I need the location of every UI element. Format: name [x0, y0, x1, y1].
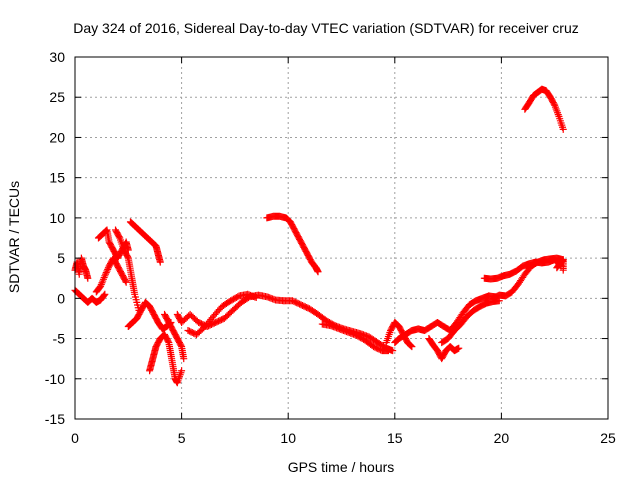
data-point	[84, 274, 92, 282]
data-point	[455, 344, 463, 352]
data-point	[559, 266, 567, 274]
data-point	[103, 267, 111, 275]
y-tick-label: 15	[49, 170, 65, 186]
gridlines	[75, 57, 608, 419]
data-point	[384, 347, 392, 355]
y-tick-label: 10	[49, 210, 65, 226]
data-point	[407, 342, 415, 350]
data-point	[124, 253, 132, 261]
data-point	[408, 343, 416, 351]
data-point	[121, 277, 129, 285]
y-tick-labels: -15 -10 -5 0 5 10 15 20 25 30	[45, 49, 65, 427]
data-point	[164, 337, 172, 345]
data-point	[101, 272, 109, 280]
series-arc-1	[71, 254, 92, 282]
series-arc-17	[425, 335, 463, 363]
y-tick-label: 25	[49, 89, 65, 105]
series-arc-9	[161, 310, 188, 363]
x-tick-label: 10	[280, 430, 296, 446]
data-point	[559, 125, 567, 133]
data-point	[115, 233, 123, 241]
x-tick-label: 15	[387, 430, 403, 446]
x-axis-title: GPS time / hours	[288, 459, 395, 475]
data-point	[100, 291, 108, 299]
y-axis-title: SDTVAR / TECUs	[6, 181, 22, 293]
x-tick-label: 25	[600, 430, 616, 446]
data-point	[550, 100, 558, 108]
axis-ticks	[74, 56, 609, 420]
data-point	[102, 270, 110, 278]
data-point	[104, 264, 112, 272]
data-point	[122, 278, 130, 286]
data-point	[102, 227, 110, 235]
series-arc-23	[521, 85, 567, 133]
x-tick-label: 20	[494, 430, 510, 446]
y-tick-label: -10	[45, 371, 65, 387]
series-arc-13	[318, 320, 392, 355]
data-points	[71, 85, 567, 387]
series-arc-3	[92, 254, 130, 296]
y-tick-label: 20	[49, 129, 65, 145]
y-tick-label: 0	[57, 290, 65, 306]
y-tick-label: -15	[45, 411, 65, 427]
data-point	[104, 265, 112, 273]
series-arc-8	[146, 331, 186, 387]
series-arc-5	[112, 226, 143, 314]
data-point	[406, 341, 414, 349]
data-point	[180, 355, 188, 363]
y-tick-label: 30	[49, 49, 65, 65]
data-point	[177, 341, 185, 349]
chart-title: Day 324 of 2016, Sidereal Day-to-day VTE…	[73, 20, 579, 36]
series-arc-16	[391, 318, 454, 347]
data-point	[101, 290, 109, 298]
data-point	[102, 269, 110, 277]
y-tick-label: 5	[57, 250, 65, 266]
series-arc-22	[553, 256, 567, 274]
x-tick-labels: 0 5 10 15 20 25	[71, 430, 616, 446]
series-arc-6	[126, 218, 164, 266]
plot-frame	[74, 56, 609, 420]
data-point	[252, 294, 260, 302]
data-point	[156, 258, 164, 266]
x-tick-label: 5	[178, 430, 186, 446]
series-arc-11	[184, 290, 260, 339]
data-point	[314, 268, 322, 276]
x-tick-label: 0	[71, 430, 79, 446]
y-tick-label: -5	[53, 331, 66, 347]
series-arc-7	[124, 298, 175, 333]
series-arc-2	[71, 286, 109, 306]
series-arc-14	[263, 212, 322, 276]
data-point	[178, 367, 186, 375]
series-arc-4	[94, 226, 132, 262]
